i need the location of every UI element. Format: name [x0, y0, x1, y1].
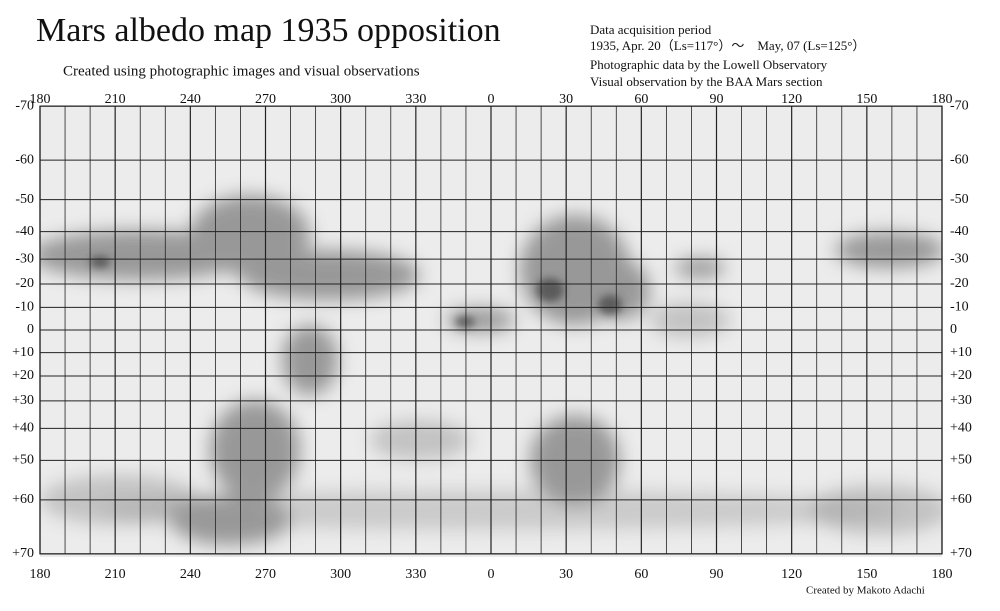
map-frame — [39, 105, 943, 555]
longitude-label: 0 — [488, 92, 495, 107]
title: Mars albedo map 1935 opposition — [36, 12, 501, 49]
longitude-label: 270 — [255, 567, 276, 582]
latitude-label: +70 — [12, 546, 34, 561]
latitude-label: +20 — [12, 368, 34, 383]
latitude-label: 0 — [950, 322, 957, 337]
longitude-label: 180 — [932, 92, 953, 107]
longitude-label: 30 — [559, 567, 573, 582]
latitude-label: -30 — [950, 251, 969, 266]
albedo-map — [40, 106, 942, 557]
latitude-label: 0 — [27, 322, 34, 337]
credit: Created by Makoto Adachi — [806, 585, 925, 597]
latitude-label: -40 — [950, 224, 969, 239]
longitude-label: 120 — [781, 567, 802, 582]
longitude-label: 120 — [781, 92, 802, 107]
longitude-label: 180 — [932, 567, 953, 582]
latitude-label: +30 — [950, 393, 972, 408]
longitude-label: 150 — [856, 567, 877, 582]
latitude-label: -60 — [950, 152, 969, 167]
latitude-label: -50 — [950, 192, 969, 207]
longitude-label: 300 — [330, 567, 351, 582]
longitude-label: 60 — [634, 92, 648, 107]
latitude-label: +50 — [950, 453, 972, 468]
longitude-label: 330 — [405, 92, 426, 107]
longitude-label: 0 — [488, 567, 495, 582]
longitude-label: 240 — [180, 92, 201, 107]
latitude-label: +30 — [12, 393, 34, 408]
latitude-label: -70 — [950, 98, 969, 113]
info-line: Visual observation by the BAA Mars secti… — [590, 74, 823, 89]
info-line: Photographic data by the Lowell Observat… — [590, 57, 828, 72]
latitude-label: -50 — [15, 192, 34, 207]
latitude-label: -40 — [15, 224, 34, 239]
longitude-label: 60 — [634, 567, 648, 582]
longitude-label: 300 — [330, 92, 351, 107]
longitude-label: 90 — [710, 567, 724, 582]
longitude-label: 180 — [30, 92, 51, 107]
latitude-label: -60 — [15, 152, 34, 167]
latitude-label: -20 — [15, 276, 34, 291]
longitude-label: 210 — [105, 92, 126, 107]
latitude-label: +60 — [950, 492, 972, 507]
graticule: -70 -70 -60 -60 -50 -50 -40 -40 -30 -30 -20 -20 -10 -… — [12, 92, 972, 582]
subtitle: Created using photographic images and vi… — [63, 63, 420, 79]
latitude-label: -10 — [15, 300, 34, 315]
latitude-label: +40 — [12, 421, 34, 436]
latitude-label: -70 — [15, 98, 34, 113]
info-block: Data acquisition period 1935, Apr. 20（Ls… — [590, 22, 865, 89]
latitude-label: +10 — [12, 345, 34, 360]
latitude-label: -10 — [950, 300, 969, 315]
info-line: 1935, Apr. 20（Ls=117°）～ May, 07 (Ls=125°… — [590, 38, 865, 53]
longitude-label: 150 — [856, 92, 877, 107]
latitude-label: +50 — [12, 453, 34, 468]
latitude-label: +10 — [950, 345, 972, 360]
latitude-label: +70 — [950, 546, 972, 561]
info-line: Data acquisition period — [590, 22, 712, 37]
latitude-label: +40 — [950, 421, 972, 436]
longitude-label: 180 — [30, 567, 51, 582]
longitude-label: 30 — [559, 92, 573, 107]
longitude-label: 90 — [710, 92, 724, 107]
longitude-label: 210 — [105, 567, 126, 582]
longitude-label: 240 — [180, 567, 201, 582]
latitude-label: +60 — [12, 492, 34, 507]
longitude-label: 270 — [255, 92, 276, 107]
latitude-label: -20 — [950, 276, 969, 291]
latitude-label: -30 — [15, 251, 34, 266]
longitude-label: 330 — [405, 567, 426, 582]
latitude-label: +20 — [950, 368, 972, 383]
